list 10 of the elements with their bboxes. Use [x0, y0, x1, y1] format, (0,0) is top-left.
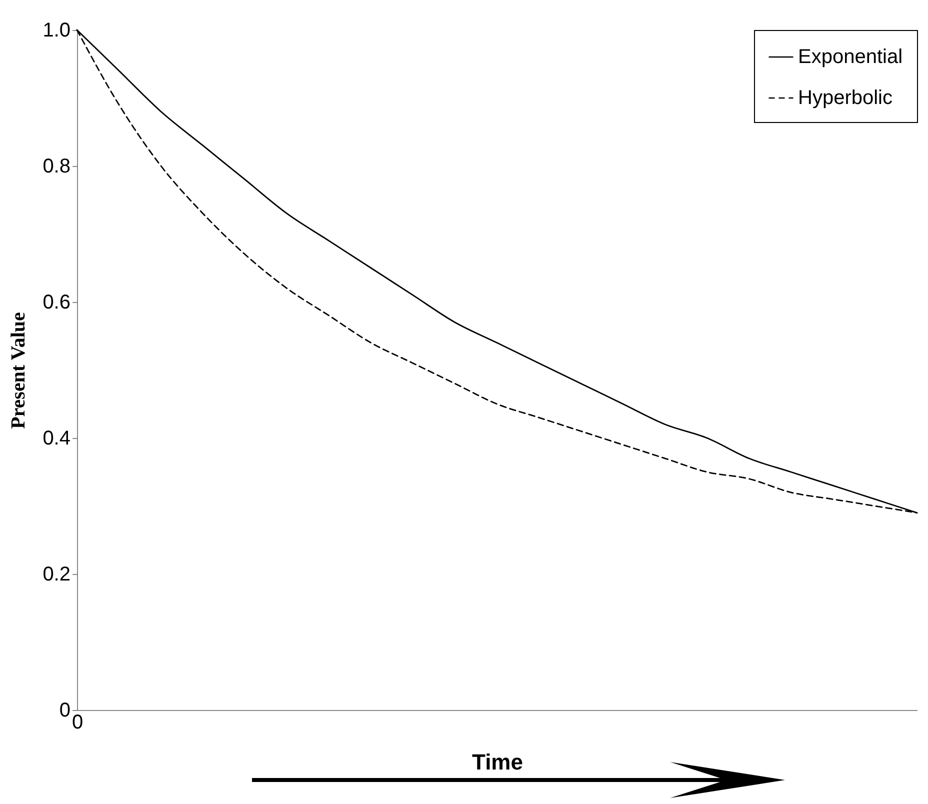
- x-axis-title: Time: [472, 750, 523, 774]
- y-tick-label: 0.4: [42, 428, 70, 450]
- y-tick-label: 0.8: [42, 156, 70, 178]
- legend-label: Hyperbolic: [798, 87, 892, 109]
- y-tick-label: 0.2: [42, 564, 70, 586]
- legend-label: Exponential: [798, 46, 903, 68]
- y-tick-label: 0: [59, 700, 70, 722]
- y-axis-title: Present Value: [8, 312, 30, 429]
- y-tick-label: 0.6: [42, 292, 70, 314]
- y-tick-label: 1.0: [42, 20, 70, 42]
